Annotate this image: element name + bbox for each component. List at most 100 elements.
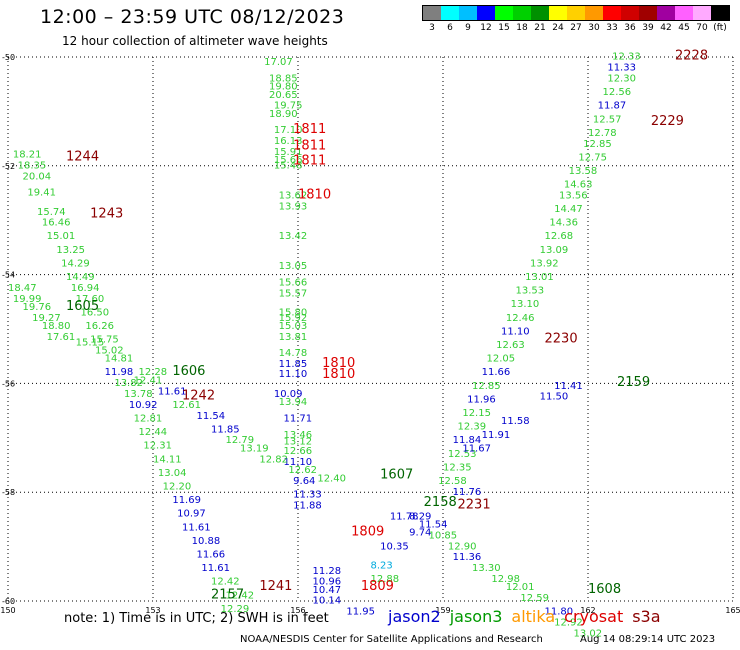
wave-height-label: 13.78 (124, 389, 153, 400)
wave-height-label: 18.85 (269, 73, 298, 84)
legend-label: 6 (447, 23, 453, 33)
legend-label: (ft) (713, 23, 727, 33)
pass-time-label: 1811 (293, 122, 326, 137)
map-axis-labels: 150 153 156 159 162 165 -50 -52 -54 -56 -58 -60 (0, 53, 740, 615)
legend-label: 24 (552, 23, 564, 33)
wave-height-label: 13.56 (559, 190, 588, 201)
legend-label: 27 (570, 23, 582, 33)
legend-label: 30 (588, 23, 600, 33)
pass-time-label: 2159 (617, 375, 650, 390)
pass-time-label: 1809 (361, 579, 394, 594)
wave-height-label: 19.76 (23, 302, 52, 313)
wave-height-label: 12.42 (226, 590, 255, 601)
pass-time-label: 1810 (298, 187, 331, 202)
y-tick-label: -56 (2, 379, 15, 388)
wave-height-label: 11.88 (293, 501, 322, 512)
pass-time-labels: 2228222922302231124412431242124118111811… (66, 49, 708, 603)
wave-height-label: 11.67 (462, 443, 491, 454)
wave-height-label: 11.91 (482, 430, 511, 441)
wave-height-label: 15.03 (279, 321, 308, 332)
wave-height-label: 18.21 (13, 150, 42, 161)
wave-height-label: 10.14 (313, 596, 342, 607)
wave-height-label: 11.80 (545, 607, 574, 618)
credit-text: NOAA/NESDIS Center for Satellite Applica… (240, 634, 543, 645)
wave-height-label: 14.29 (61, 258, 90, 269)
wave-height-label: 13.82 (114, 378, 143, 389)
legend-swatch (675, 6, 693, 20)
wave-height-label: 15.57 (279, 288, 308, 299)
legend-label: 39 (642, 23, 654, 33)
legend-label: 18 (516, 23, 528, 33)
wave-height-label: 13.93 (279, 201, 308, 212)
wave-height-label: 11.87 (598, 101, 627, 112)
wave-height-label: 16.13 (274, 136, 303, 147)
wave-height-label: 13.92 (530, 258, 559, 269)
wave-height-label: 12.56 (603, 87, 632, 98)
wave-height-label: 11.78 (390, 511, 419, 522)
x-tick-label: 162 (580, 606, 595, 615)
y-tick-label: -52 (2, 162, 15, 171)
wave-height-label: 16.46 (42, 218, 71, 229)
x-tick-label: 153 (145, 606, 160, 615)
color-scale-labels: 3 6 9 12 15 18 21 24 27 30 33 36 39 42 45 70 (ft) (422, 21, 730, 35)
wave-height-label: 12.68 (545, 231, 574, 242)
legend-swatch (603, 6, 621, 20)
wave-height-label: 13.42 (279, 231, 308, 242)
wave-height-label: 12.81 (134, 413, 163, 424)
wave-height-label: 12.61 (172, 400, 201, 411)
x-tick-label: 165 (725, 606, 740, 615)
legend-label: 15 (498, 23, 510, 33)
wave-height-label: 17.61 (47, 332, 76, 343)
wave-height-label: 12.15 (462, 408, 491, 419)
wave-height-label: 11.85 (211, 424, 240, 435)
pass-time-label: 1607 (380, 468, 413, 483)
satellite-legend: jason2 jason3 altika cryosat s3a (388, 607, 670, 626)
legend-swatch (639, 6, 657, 20)
wave-height-label: 18.80 (42, 321, 71, 332)
legend-swatch (477, 6, 495, 20)
wave-height-label: 12.20 (163, 481, 192, 492)
wave-height-label: 11.61 (201, 563, 230, 574)
wave-height-label: 17.60 (76, 294, 105, 305)
wave-height-label: 16.94 (71, 283, 100, 294)
wave-height-label: 12.90 (448, 541, 477, 552)
y-tick-label: -58 (2, 488, 15, 497)
wave-height-label: 13.04 (158, 468, 187, 479)
wave-height-label: 20.65 (269, 90, 298, 101)
pass-time-label: 2230 (545, 332, 578, 347)
wave-height-label: 14.47 (554, 204, 583, 215)
wave-height-label: 10.35 (380, 541, 409, 552)
wave-height-label: 14.11 (153, 454, 182, 465)
legend-label: 33 (606, 23, 618, 33)
wave-height-label: 10.85 (429, 530, 458, 541)
legend-swatch (549, 6, 567, 20)
wave-height-label: 8.23 (371, 560, 393, 571)
legend-swatch (711, 6, 729, 20)
wave-height-label: 10.88 (192, 536, 221, 547)
wave-height-label: 11.76 (453, 487, 482, 498)
x-tick-label: 156 (290, 606, 305, 615)
wave-height-label: 12.75 (578, 152, 607, 163)
wave-height-label: 9.74 (409, 528, 431, 539)
wave-height-label: 15.92 (279, 313, 308, 324)
pass-time-label: 1608 (588, 582, 621, 597)
wave-height-label: 17.10 (274, 125, 303, 136)
wave-height-label: 10.09 (274, 389, 303, 400)
wave-height-label: 12.63 (496, 340, 525, 351)
wave-height-label: 17.07 (264, 57, 293, 68)
wave-height-label: 11.66 (197, 549, 226, 560)
y-tick-label: -60 (2, 597, 15, 606)
wave-height-label: 12.30 (607, 73, 636, 84)
generated-time: Aug 14 08:29:14 UTC 2023 (580, 634, 716, 645)
wave-height-label: 13.19 (240, 443, 269, 454)
satellite-legend-item: s3a (632, 607, 661, 626)
pass-time-label: 2229 (651, 114, 684, 129)
satellite-legend-item: jason2 (388, 607, 441, 626)
legend-label: 36 (624, 23, 636, 33)
wave-height-label: 12.78 (588, 128, 617, 139)
wave-height-label: 8.29 (409, 511, 431, 522)
x-tick-label: 150 (0, 606, 15, 615)
legend-label: 3 (429, 23, 435, 33)
wave-height-label: 10.97 (177, 509, 206, 520)
